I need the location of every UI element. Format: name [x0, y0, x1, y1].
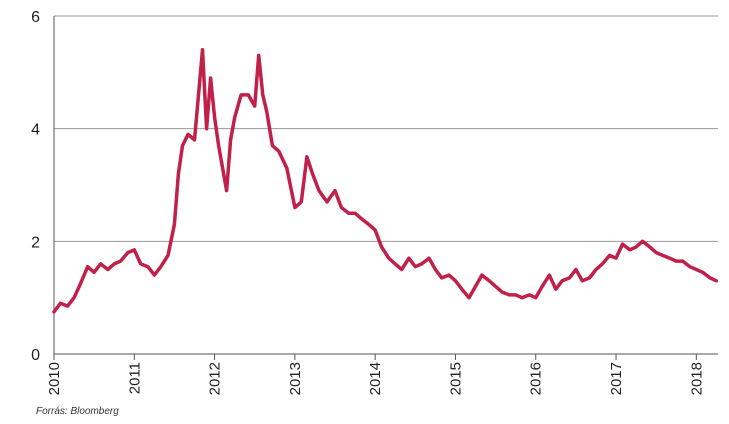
x-axis: 2010 2011 2012 2013 2014 2015 2016 2017 2018: [46, 16, 705, 395]
x-tick-label: 2014: [367, 362, 384, 395]
y-tick-label: 6: [31, 9, 40, 26]
x-tick-label: 2011: [126, 362, 143, 394]
y-tick-label: 2: [31, 234, 40, 251]
source-note: Forrás: Bloomberg: [36, 406, 119, 417]
x-tick-label: 2010: [46, 362, 63, 395]
grid-lines: [54, 15, 718, 355]
x-tick-label: 2015: [447, 362, 464, 395]
series-line-0: [52, 48, 719, 314]
x-tick-label: 2012: [207, 362, 224, 395]
y-tick-label: 4: [31, 122, 40, 139]
x-tick-label: 2016: [528, 362, 545, 395]
y-tick-label: 0: [31, 347, 40, 364]
plot-area: [52, 48, 719, 314]
y-axis-ticks: 0 2 4 6: [31, 9, 40, 364]
x-tick-label: 2018: [688, 362, 705, 395]
x-tick-label: 2017: [608, 362, 625, 395]
x-tick-label: 2013: [287, 362, 304, 395]
